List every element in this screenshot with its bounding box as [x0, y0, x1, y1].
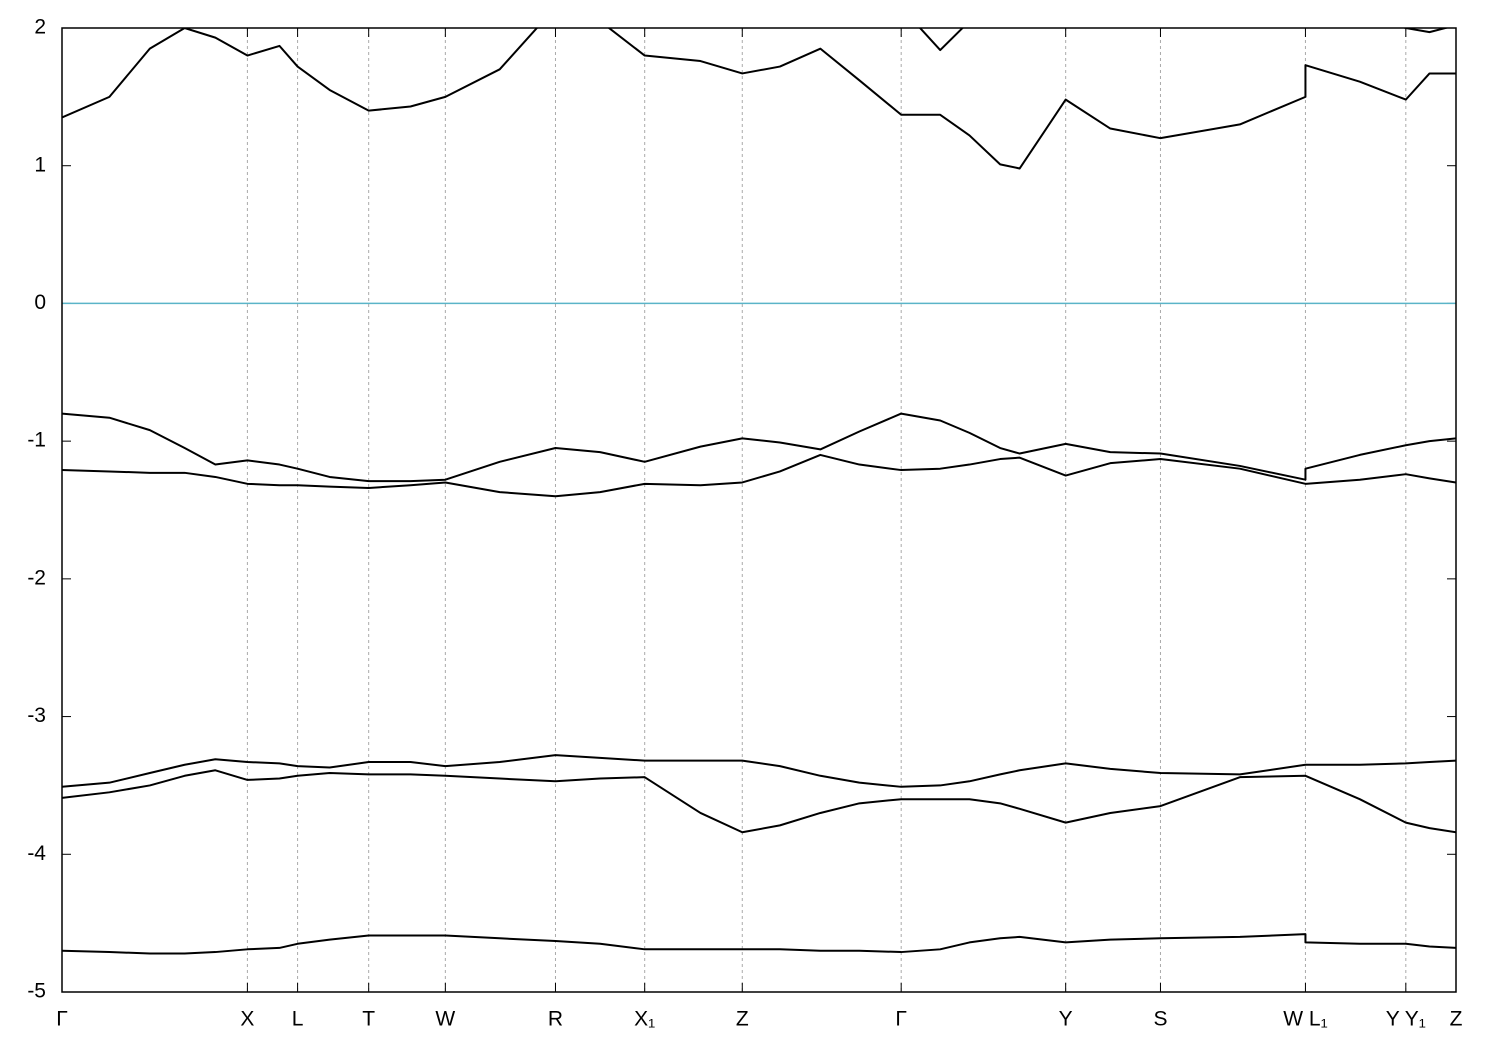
- y-tick-label: -3: [27, 704, 46, 727]
- y-tick-label: -1: [27, 429, 46, 452]
- x-tick-label: Γ: [56, 1008, 68, 1031]
- band-line: [62, 933, 1456, 955]
- x-tick-label: Γ: [895, 1008, 907, 1031]
- x-tick-label: Y: [1059, 1008, 1073, 1031]
- x-tick-label: S: [1153, 1008, 1167, 1031]
- band-line: [62, 453, 1456, 498]
- band-line: [62, 769, 1456, 834]
- y-tick-label: -2: [27, 566, 46, 589]
- x-tick-label: Z: [1450, 1008, 1463, 1031]
- band-line: [62, 412, 1456, 483]
- x-tick-label: Y Y₁: [1386, 1008, 1426, 1031]
- x-tick-label: L: [292, 1008, 304, 1031]
- y-tick-label: 1: [34, 153, 46, 176]
- band-line: [62, 28, 1456, 170]
- plot-frame: [61, 27, 1457, 993]
- x-tick-label: W L₁: [1283, 1008, 1327, 1031]
- x-tick-label: X₁: [634, 1008, 655, 1031]
- plot-area: [62, 28, 1456, 955]
- x-tick-label: W: [435, 1008, 455, 1031]
- y-tick-label: -5: [27, 980, 46, 1003]
- y-tick-label: 0: [34, 291, 46, 314]
- y-tick-label: -4: [27, 842, 46, 865]
- x-tick-label: Z: [736, 1008, 749, 1031]
- x-tick-label: R: [548, 1008, 563, 1031]
- x-tick-label: X: [240, 1008, 254, 1031]
- y-tick-label: 2: [34, 16, 46, 39]
- band-line: [62, 754, 1456, 788]
- x-tick-label: T: [362, 1008, 375, 1031]
